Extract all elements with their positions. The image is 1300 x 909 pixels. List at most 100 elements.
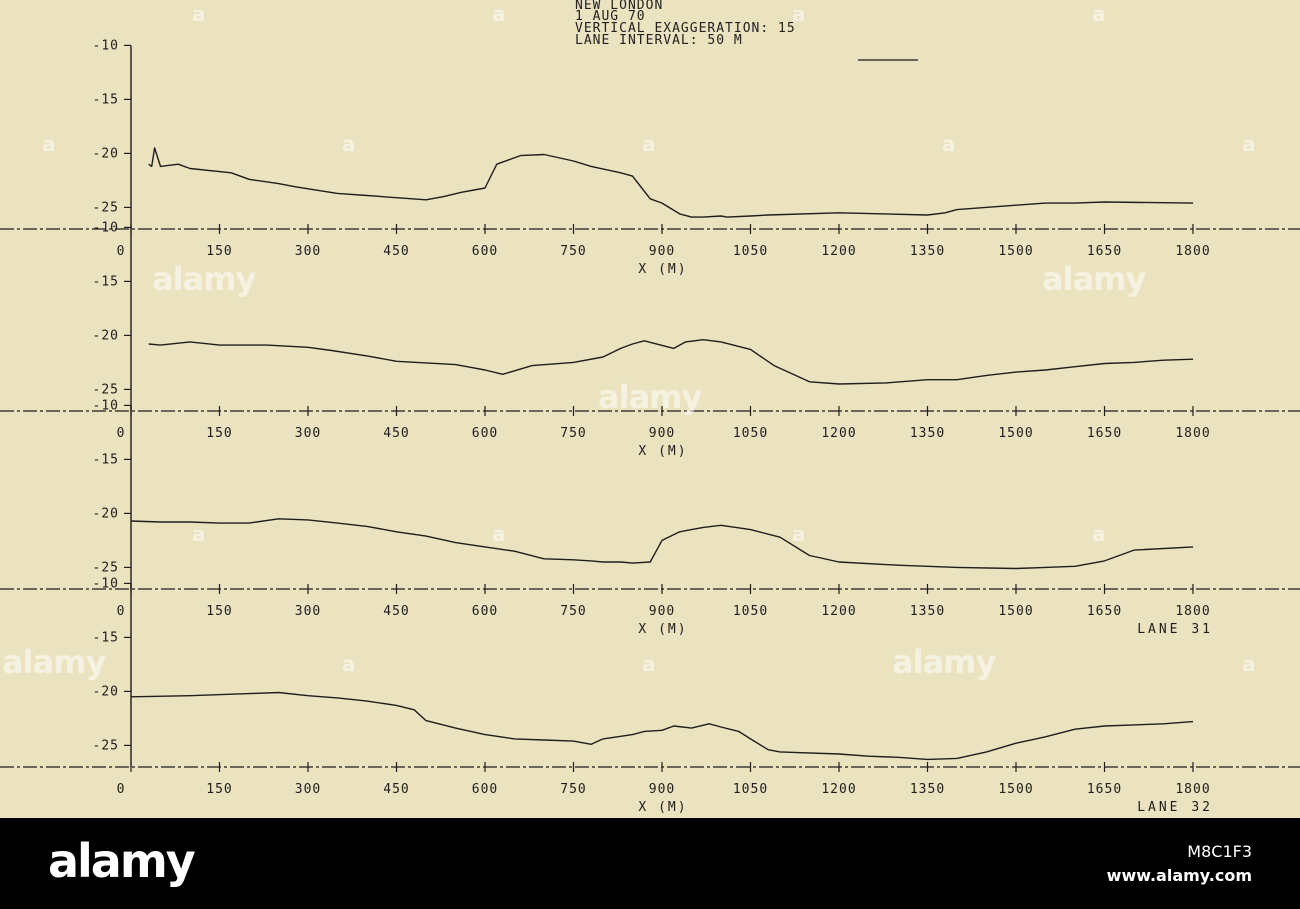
x-tick-label: 450 xyxy=(383,604,409,619)
lane-label: LANE 32 xyxy=(1137,800,1213,815)
plot-paper: -10 -15 -20 -25 0 150 300 450 600 750 900 1050 1200 1… xyxy=(0,0,1300,818)
watermark-mark: a xyxy=(342,652,356,676)
watermark-mark: a xyxy=(792,2,806,26)
header-date: 1 AUG 70 xyxy=(575,9,646,24)
y-tick-label: -15 xyxy=(93,452,119,467)
depth-profile-line xyxy=(130,518,1194,570)
x-tick-label: 1500 xyxy=(998,782,1033,797)
watermark-mark: a xyxy=(342,132,356,156)
watermark-logo: alamy xyxy=(2,643,106,681)
y-tick-label: -10 xyxy=(93,398,119,413)
x-tick-label: 1500 xyxy=(998,604,1033,619)
y-tick-label: -15 xyxy=(93,274,119,289)
x-tick-label: 300 xyxy=(295,604,321,619)
watermark-mark: a xyxy=(192,2,206,26)
x-tick-label: 1200 xyxy=(821,604,856,619)
alamy-url: www.alamy.com xyxy=(1106,866,1252,885)
y-tick-label: -20 xyxy=(93,146,119,161)
x-axis-label: X (M) xyxy=(638,622,687,637)
x-axis-label: X (M) xyxy=(638,444,687,459)
x-tick-label: 1650 xyxy=(1087,426,1122,441)
y-tick-label: -10 xyxy=(93,38,119,53)
image-id: M8C1F3 xyxy=(1187,842,1252,861)
x-tick-label: 0 xyxy=(117,244,126,259)
x-tick-label: 750 xyxy=(560,604,586,619)
x-tick-label: 150 xyxy=(206,426,232,441)
x-tick-label: 1650 xyxy=(1087,604,1122,619)
y-tick-label: -15 xyxy=(93,92,119,107)
x-tick-label: 1050 xyxy=(733,604,768,619)
x-tick-label: 1050 xyxy=(733,426,768,441)
x-tick-label: 1650 xyxy=(1087,782,1122,797)
watermark-logo: alamy xyxy=(152,260,256,298)
x-tick-label: 600 xyxy=(472,604,498,619)
x-axis-label: X (M) xyxy=(638,262,687,277)
lane-label: LANE 31 xyxy=(1137,622,1213,637)
x-tick-label: 1200 xyxy=(821,244,856,259)
x-tick-label: 750 xyxy=(560,244,586,259)
y-tick-label: -20 xyxy=(93,684,119,699)
watermark-logo: alamy xyxy=(1042,260,1146,298)
y-tick-label: -25 xyxy=(93,382,119,397)
x-tick-label: 1350 xyxy=(910,244,945,259)
watermark-mark: a xyxy=(42,132,56,156)
x-tick-label: 450 xyxy=(383,426,409,441)
x-tick-label: 1500 xyxy=(998,244,1033,259)
bathymetry-profile-chart: -10 -15 -20 -25 0 150 300 450 600 750 900 1050 1200 1… xyxy=(0,38,1300,815)
y-tick-label: -25 xyxy=(93,200,119,215)
x-tick-label: 1050 xyxy=(733,782,768,797)
x-tick-label: 1200 xyxy=(821,782,856,797)
x-tick-label: 0 xyxy=(117,782,126,797)
x-tick-label: 750 xyxy=(560,782,586,797)
y-tick-label: -25 xyxy=(93,560,119,575)
x-tick-label: 0 xyxy=(117,604,126,619)
x-tick-label: 900 xyxy=(649,426,675,441)
x-tick-label: 1650 xyxy=(1087,244,1122,259)
x-tick-label: 300 xyxy=(295,426,321,441)
watermark-mark: a xyxy=(492,2,506,26)
x-tick-label: 150 xyxy=(206,782,232,797)
watermark-logo: alamy xyxy=(598,378,702,416)
y-tick-label: -10 xyxy=(93,576,119,591)
watermark-mark: a xyxy=(642,132,656,156)
x-tick-label: 1800 xyxy=(1175,782,1210,797)
watermark-mark: a xyxy=(192,522,206,546)
x-tick-label: 900 xyxy=(649,244,675,259)
x-tick-label: 150 xyxy=(206,244,232,259)
y-tick-label: -10 xyxy=(93,220,119,235)
footer-bar xyxy=(0,818,1300,909)
watermark-mark: a xyxy=(792,522,806,546)
x-tick-label: 600 xyxy=(472,782,498,797)
watermark-mark: a xyxy=(1092,2,1106,26)
watermark-mark: a xyxy=(1242,132,1256,156)
x-tick-label: 1350 xyxy=(910,782,945,797)
x-tick-label: 600 xyxy=(472,244,498,259)
x-tick-label: 1350 xyxy=(910,604,945,619)
watermark-mark: a xyxy=(642,652,656,676)
x-tick-label: 600 xyxy=(472,426,498,441)
x-tick-label: 750 xyxy=(560,426,586,441)
watermark-mark: a xyxy=(1242,652,1256,676)
x-tick-label: 900 xyxy=(649,604,675,619)
x-tick-label: 0 xyxy=(117,426,126,441)
y-tick-label: -20 xyxy=(93,506,119,521)
watermark-mark: a xyxy=(942,132,956,156)
depth-profile-line xyxy=(148,147,1194,218)
depth-profile-line xyxy=(130,691,1194,761)
header-lane-interval: LANE INTERVAL: 50 M xyxy=(575,33,743,48)
x-tick-label: 450 xyxy=(383,782,409,797)
alamy-logo: alamy xyxy=(48,834,196,888)
x-tick-label: 450 xyxy=(383,244,409,259)
x-tick-label: 900 xyxy=(649,782,675,797)
x-tick-label: 1500 xyxy=(998,426,1033,441)
x-tick-label: 300 xyxy=(295,782,321,797)
y-tick-label: -25 xyxy=(93,738,119,753)
watermark-mark: a xyxy=(1092,522,1106,546)
y-tick-label: -15 xyxy=(93,630,119,645)
x-tick-label: 1200 xyxy=(821,426,856,441)
x-tick-label: 1800 xyxy=(1175,244,1210,259)
header-exaggeration: VERTICAL EXAGGERATION: 15 xyxy=(575,21,796,36)
x-axis-label: X (M) xyxy=(638,800,687,815)
x-tick-label: 1350 xyxy=(910,426,945,441)
x-tick-label: 1800 xyxy=(1175,426,1210,441)
